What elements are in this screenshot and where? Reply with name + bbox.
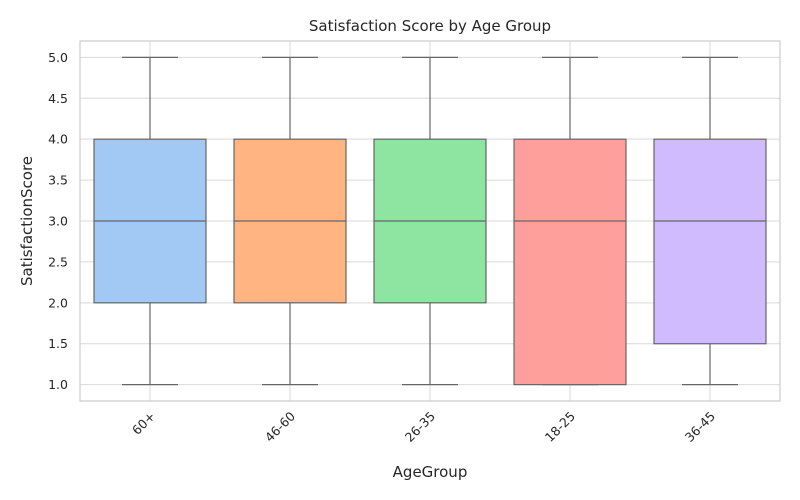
x-tick-label: 26-35	[402, 409, 438, 445]
iqr-box	[653, 138, 767, 345]
box-60+	[93, 56, 207, 386]
y-tick-label: 3.5	[48, 173, 68, 188]
chart-title: Satisfaction Score by Age Group	[309, 17, 551, 35]
y-tick-label: 2.0	[48, 295, 68, 310]
y-tick-label: 1.5	[48, 336, 68, 351]
x-tick-label: 46-60	[262, 408, 298, 444]
x-tick-label: 36-45	[682, 409, 718, 445]
y-tick-label: 4.5	[48, 91, 68, 106]
box-36-45	[653, 56, 767, 386]
iqr-box	[513, 138, 627, 386]
y-tick-label: 2.5	[48, 254, 68, 269]
y-tick-label: 4.0	[48, 132, 68, 147]
y-tick-label: 5.0	[48, 50, 68, 65]
y-tick-labels: 1.0 1.5 2.0 2.5 3.0 3.5 4.0 4.5 5.0	[48, 50, 68, 392]
y-tick-label: 1.0	[48, 377, 68, 392]
x-tick-label: 18-25	[542, 409, 578, 445]
boxes-layer	[93, 56, 767, 386]
y-tick-label: 3.0	[48, 214, 68, 229]
box-46-60	[233, 56, 347, 386]
plot-frame	[79, 40, 781, 402]
box-18-25	[513, 56, 627, 386]
y-axis-label: SatisfactionScore	[18, 156, 36, 286]
x-tick-labels: 60+ 46-60 26-35 18-25 36-45	[129, 408, 718, 444]
box-26-35	[373, 56, 487, 386]
x-axis-label: AgeGroup	[393, 463, 468, 481]
x-tick-label: 60+	[129, 409, 158, 438]
